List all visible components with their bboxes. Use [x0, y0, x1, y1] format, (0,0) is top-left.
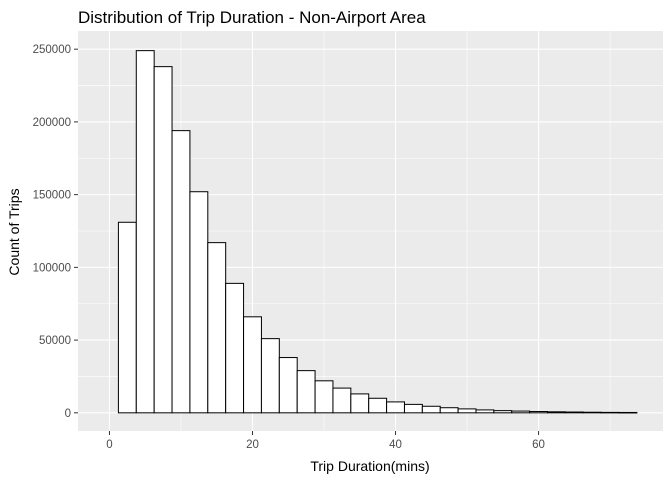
- y-tick-label: 100000: [33, 262, 71, 274]
- histogram-bar: [189, 191, 209, 414]
- y-tick-label: 50000: [39, 335, 71, 347]
- x-axis-title: Trip Duration(mins): [310, 458, 429, 474]
- histogram-bar: [314, 380, 334, 414]
- histogram-bar: [421, 405, 441, 414]
- y-tick-label: 250000: [33, 44, 71, 56]
- histogram-bar: [457, 408, 477, 414]
- y-axis-ticks: 0 50000 100000 150000 200000 250000: [33, 44, 78, 420]
- histogram-bar: [350, 393, 370, 414]
- histogram-bar: [225, 282, 245, 414]
- histogram-bar: [600, 411, 620, 414]
- histogram-bar: [386, 401, 405, 414]
- x-tick-label: 60: [532, 439, 545, 451]
- histogram-bar: [296, 370, 316, 414]
- histogram-bar: [403, 403, 423, 414]
- chart-title: Distribution of Trip Duration - Non-Airp…: [78, 8, 426, 27]
- x-tick-label: 0: [106, 439, 112, 451]
- histogram-bar: [171, 130, 191, 414]
- histogram-bar: [153, 66, 173, 414]
- histogram-bar: [260, 338, 280, 414]
- histogram-bar: [618, 411, 638, 414]
- x-tick-label: 40: [389, 439, 402, 451]
- y-axis-title: Count of Trips: [6, 188, 22, 275]
- histogram-bar: [439, 407, 459, 414]
- y-tick-label: 0: [65, 408, 71, 420]
- histogram-bar: [475, 409, 495, 414]
- histogram-bar: [564, 411, 584, 414]
- histogram-bar: [332, 387, 352, 414]
- histogram-bar: [243, 316, 262, 414]
- histogram-bar: [368, 397, 388, 414]
- histogram-bar: [529, 411, 549, 414]
- x-tick-label: 20: [246, 439, 259, 451]
- histogram-bar: [278, 357, 298, 414]
- histogram-bar: [511, 410, 531, 414]
- y-tick-label: 200000: [33, 117, 71, 129]
- histogram-bar: [582, 411, 602, 414]
- histogram-bar: [117, 221, 137, 414]
- y-tick-label: 150000: [33, 190, 71, 202]
- x-axis-ticks: 0 20 40 60: [106, 431, 545, 451]
- histogram-bar: [207, 242, 227, 414]
- histogram-bar: [135, 50, 155, 414]
- histogram-bars: [117, 50, 638, 414]
- histogram-bar: [547, 411, 566, 414]
- histogram-bar: [493, 410, 513, 414]
